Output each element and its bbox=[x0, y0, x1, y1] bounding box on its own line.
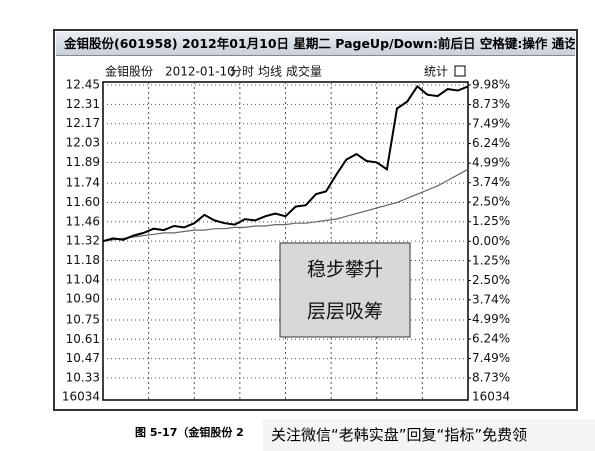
price-line bbox=[102, 168, 469, 242]
stats-icon[interactable] bbox=[454, 65, 466, 77]
y-tick-label: 11.46 bbox=[66, 214, 100, 228]
volume-max: 16034 bbox=[472, 390, 510, 404]
y2-tick-label: 6.24% bbox=[472, 136, 510, 150]
series-label: 均线 bbox=[258, 65, 282, 79]
y-tick-label: 11.04 bbox=[66, 272, 100, 286]
date: 2012-01-10 bbox=[165, 65, 235, 79]
y-tick-label: 10.47 bbox=[66, 351, 100, 365]
annotation-text: 层层吸筹 bbox=[307, 301, 383, 323]
volume-label: 成交量 bbox=[286, 64, 322, 79]
y-tick-label: 12.45 bbox=[66, 78, 100, 92]
y-tick-label: 11.89 bbox=[66, 155, 100, 169]
y2-tick-label: 1.25% bbox=[472, 253, 510, 267]
volume-max: 16034 bbox=[62, 390, 100, 404]
y2-tick-label: 1.25% bbox=[472, 214, 510, 228]
y2-tick-label: 6.24% bbox=[472, 332, 510, 346]
annotation-box bbox=[279, 242, 411, 338]
y2-tick-label: 2.50% bbox=[472, 195, 510, 209]
y2-tick-label: 7.49% bbox=[472, 351, 510, 365]
y-tick-label: 10.75 bbox=[66, 312, 100, 326]
y-tick-label: 12.31 bbox=[66, 97, 100, 111]
y2-tick-label: 4.99% bbox=[472, 312, 510, 326]
y2-tick-label: 3.74% bbox=[472, 175, 510, 189]
y2-tick-label: 9.98% bbox=[472, 78, 510, 92]
title-bar: 金钼股份(601958) 2012年01月10日 星期二 PageUp/Down… bbox=[56, 32, 575, 56]
series-label: 分时 bbox=[230, 65, 254, 79]
y-tick-label: 11.60 bbox=[66, 195, 100, 209]
y-tick-label: 11.18 bbox=[66, 253, 100, 267]
y-tick-label: 12.03 bbox=[66, 136, 100, 150]
y2-tick-label: 8.73% bbox=[472, 371, 510, 385]
y2-tick-label: 8.73% bbox=[472, 97, 510, 111]
y2-tick-label: 2.50% bbox=[472, 273, 510, 287]
y-tick-label: 11.32 bbox=[66, 234, 100, 248]
y-tick-label: 10.61 bbox=[66, 332, 100, 346]
y2-tick-label: 4.99% bbox=[472, 156, 510, 170]
stats-label[interactable]: 统计 bbox=[424, 65, 448, 79]
watermark: 关注微信“老韩实盘”回复“指标”免费领 bbox=[263, 419, 595, 451]
caption: 图 5-17（金钼股份 2 bbox=[135, 426, 244, 439]
stock-name: 金钼股份 bbox=[105, 64, 153, 79]
y2-tick-label: 3.74% bbox=[472, 292, 510, 306]
y-tick-label: 12.17 bbox=[66, 116, 100, 130]
y-tick-label: 10.90 bbox=[66, 292, 100, 306]
y2-tick-label: 7.49% bbox=[472, 116, 510, 130]
annotation-text: 稳步攀升 bbox=[307, 259, 383, 281]
y-tick-label: 10.33 bbox=[66, 371, 100, 385]
y-tick-label: 11.74 bbox=[66, 176, 100, 190]
y2-tick-label: 0.00% bbox=[472, 234, 510, 248]
price-line bbox=[102, 84, 469, 243]
